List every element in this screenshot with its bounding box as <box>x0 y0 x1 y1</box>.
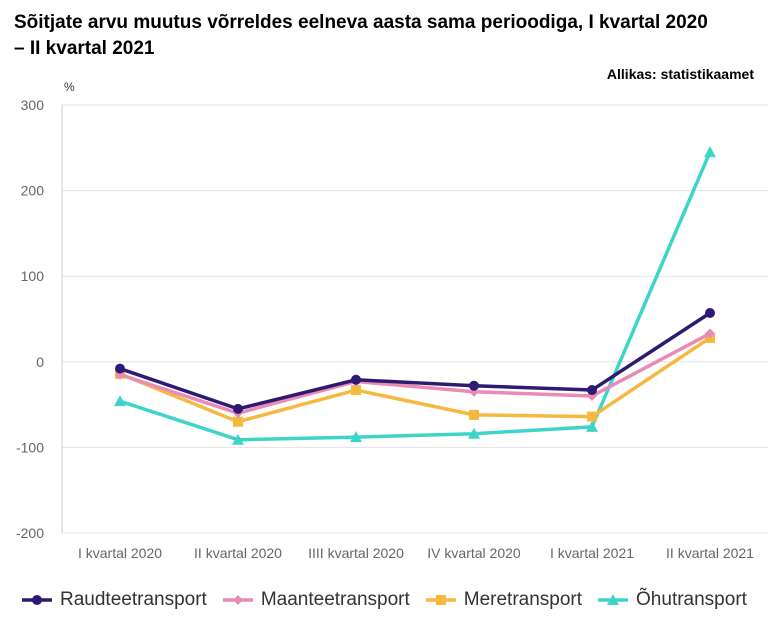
data-point <box>351 385 361 396</box>
data-point <box>586 420 598 432</box>
x-tick-label: II kvartal 2021 <box>666 545 754 561</box>
legend-item[interactable]: Maanteetransport <box>222 588 410 612</box>
data-point <box>435 595 446 605</box>
series-line <box>119 336 711 424</box>
legend-label: Maanteetransport <box>260 589 410 610</box>
data-point <box>705 308 715 319</box>
legend-swatch <box>425 595 456 605</box>
data-point <box>115 363 125 374</box>
chart-title: Sõitjate arvu muutus võrreldes eelneva a… <box>14 12 708 59</box>
series-õhutransport <box>114 146 716 445</box>
data-point <box>469 409 479 420</box>
x-tick-label: IV kvartal 2020 <box>427 545 521 561</box>
series-maanteetransport <box>115 328 715 419</box>
line-chart: 300 200 100 0 -100 -200 I kvartal 2020 II kvar… <box>16 97 768 561</box>
x-tick-label: I kvartal 2021 <box>550 545 634 561</box>
legend-label: Meretransport <box>463 589 583 610</box>
grid-layer <box>61 104 768 534</box>
data-point <box>114 395 126 407</box>
legend-item[interactable]: Raudteetransport <box>22 588 207 612</box>
x-axis-ticks: I kvartal 2020 II kvartal 2020 IIII kvarta… <box>78 545 754 561</box>
data-point <box>705 328 715 339</box>
legend-swatch <box>222 595 253 605</box>
y-tick-label: 100 <box>21 268 45 284</box>
data-point <box>587 385 597 396</box>
legend-item[interactable]: Meretransport <box>425 588 583 612</box>
data-point <box>233 403 243 414</box>
data-point <box>232 595 243 605</box>
x-tick-label: IIII kvartal 2020 <box>308 545 404 561</box>
source-note: Allikas: statistikaamet <box>606 66 754 82</box>
y-tick-label: -100 <box>16 439 44 455</box>
series-raudteetransport <box>115 308 715 414</box>
series-line <box>119 151 712 442</box>
series-line <box>119 311 711 411</box>
series-line <box>119 332 711 415</box>
data-point <box>587 411 597 422</box>
y-tick-label: 300 <box>21 97 45 113</box>
data-point <box>232 433 244 445</box>
data-point <box>351 374 361 385</box>
data-point <box>469 380 479 391</box>
y-tick-label: -200 <box>16 525 44 541</box>
data-point <box>350 431 362 443</box>
legend-label: Raudteetransport <box>60 589 207 610</box>
legend: Raudteetransport Maanteetransport Meretran… <box>22 588 752 612</box>
data-point <box>32 595 42 605</box>
series-layer <box>114 146 716 445</box>
data-point <box>607 594 620 605</box>
y-axis-ticks: 300 200 100 0 -100 -200 <box>16 97 44 541</box>
y-tick-label: 0 <box>36 354 44 370</box>
x-tick-label: I kvartal 2020 <box>78 545 162 561</box>
y-tick-label: 200 <box>21 183 45 199</box>
legend-item[interactable]: Õhutransport <box>598 588 747 612</box>
legend-swatch <box>598 594 629 605</box>
legend-label: Õhutransport <box>636 589 747 610</box>
data-point <box>468 427 480 439</box>
data-point <box>704 146 716 158</box>
x-tick-label: II kvartal 2020 <box>194 545 282 561</box>
y-axis-unit: % <box>64 80 75 94</box>
data-point <box>233 416 243 427</box>
legend-swatch <box>22 595 52 605</box>
